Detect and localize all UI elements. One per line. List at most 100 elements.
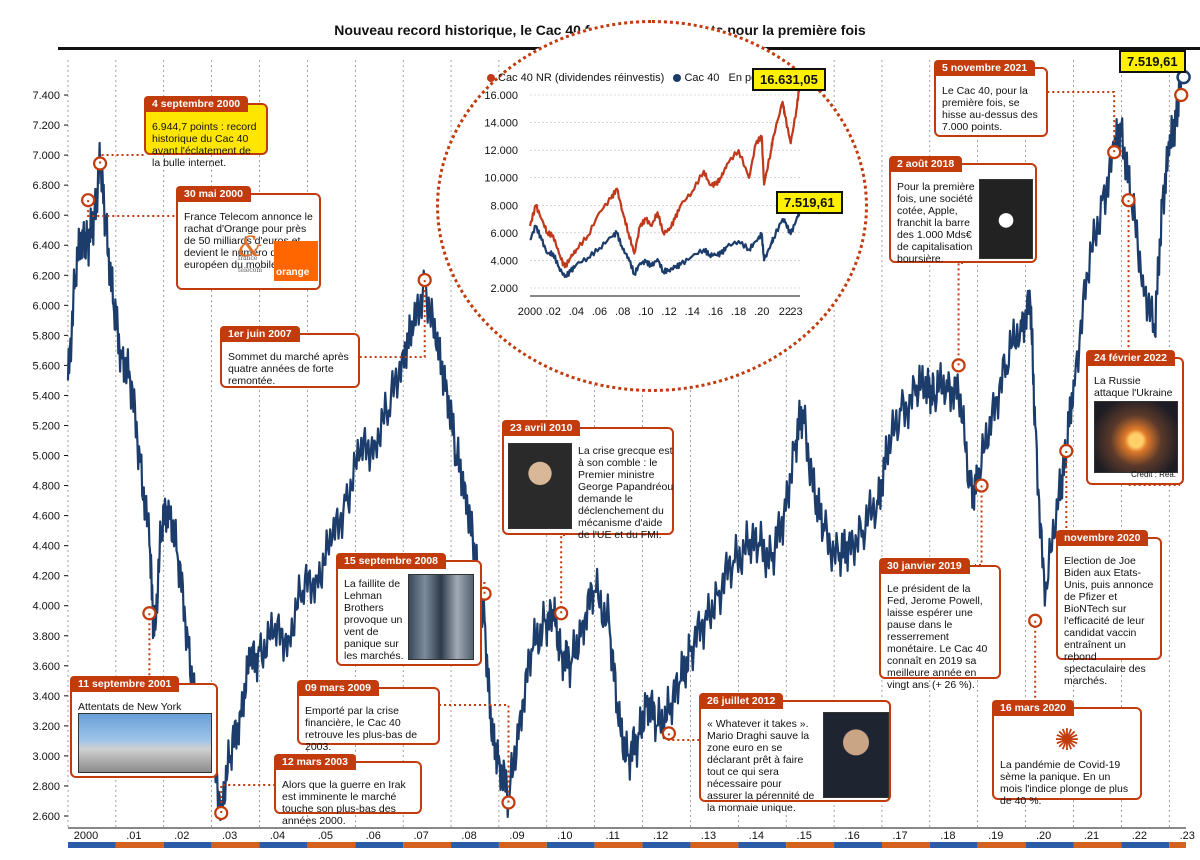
inset-legend: Cac 40 NR (dividendes réinvestis) Cac 40…: [487, 72, 774, 84]
y-tick-label: 5.400: [32, 390, 60, 402]
france-telecom-logo-text: france telecom: [238, 255, 263, 274]
annotation-2018: 2 août 2018 Pour la première fois, une s…: [889, 156, 1037, 265]
y-tick-label: 4.200: [32, 571, 60, 583]
annotation-leader: [975, 485, 983, 566]
annotation-tag: novembre 2020: [1056, 530, 1149, 546]
inset-y-tick-label: 4.000: [490, 255, 518, 267]
x-tick-label: .08: [461, 830, 476, 842]
y-tick-label: 6.000: [32, 300, 60, 312]
x-tick-label: .11: [605, 830, 619, 842]
axis-band-segment: [403, 842, 452, 848]
explosion-photo: [1094, 401, 1178, 473]
orange-logo: orange: [274, 241, 318, 281]
annotation-leader: [360, 280, 426, 358]
annotation-2003: 12 mars 2003 Alors que la guerre en Irak…: [274, 754, 422, 827]
axis-band-segment: [259, 842, 308, 848]
x-tick-label: .20: [1036, 830, 1051, 842]
annotation-text: France Telecom annonce le rachat d'Orang…: [184, 211, 313, 271]
axis-band-segment: [738, 842, 787, 848]
axis-band-segment: [163, 842, 212, 848]
y-tick-label: 7.400: [32, 90, 60, 102]
inset-x-tick-label: .10: [638, 306, 653, 318]
inset-cac-series-line: [529, 211, 801, 279]
x-tick-label: .19: [988, 830, 1003, 842]
annotation-tag: 12 mars 2003: [274, 754, 356, 770]
annotation-text: « Whatever it takes ». Mario Draghi sauv…: [707, 718, 815, 814]
axis-band-segment: [1025, 842, 1074, 848]
annotation-text: La Russie attaque l'Ukraine: [1094, 375, 1173, 399]
annotation-2020-mar: 16 mars 2020 ✺ La pandémie de Covid-19 s…: [992, 700, 1142, 807]
annotation-2007: 1er juin 2007 Sommet du marché après qua…: [220, 326, 360, 388]
inset-y-tick-label: 6.000: [490, 228, 518, 240]
inset-x-tick-label: .02: [546, 306, 561, 318]
axis-band-segment: [115, 842, 164, 848]
inset-y-tick-label: 12.000: [484, 145, 518, 157]
x-tick-label: .14: [749, 830, 764, 842]
axis-band-segment: [307, 842, 356, 848]
y-tick-label: 4.600: [32, 511, 60, 523]
y-tick-label: 3.600: [32, 661, 60, 673]
annotation-2000-sep: 4 septembre 2000 6.944,7 points : record…: [144, 96, 268, 169]
x-tick-label: .15: [797, 830, 812, 842]
axis-band-segment: [355, 842, 404, 848]
annotation-text: 6.944,7 points : record historique du Ca…: [152, 121, 257, 169]
axis-band-segment: [546, 842, 595, 848]
inset-y-tick-label: 16.000: [484, 90, 518, 102]
inset-x-tick-label: .16: [708, 306, 723, 318]
annotation-text: Attentats de New York: [78, 701, 182, 713]
annotation-2022: 24 février 2022 La Russie attaque l'Ukra…: [1086, 350, 1184, 485]
annotation-2001: 11 septembre 2001 Attentats de New York: [70, 676, 218, 778]
inset-y-tick-label: 8.000: [490, 200, 518, 212]
inset-y-tick-label: 2.000: [490, 283, 518, 295]
x-tick-label: .18: [940, 830, 955, 842]
y-tick-label: 6.400: [32, 240, 60, 252]
x-tick-label: .13: [701, 830, 716, 842]
draghi-photo: [823, 712, 889, 798]
virus-icon: ✺: [1054, 724, 1080, 757]
papandreou-photo: [508, 443, 572, 529]
x-tick-label: .05: [318, 830, 333, 842]
y-tick-label: 4.000: [32, 601, 60, 613]
annotation-text: Le Cac 40, pour la première fois, se his…: [942, 85, 1038, 133]
y-tick-label: 6.200: [32, 270, 60, 282]
twin-towers-photo: [78, 713, 212, 773]
inset-x-tick-label: .18: [731, 306, 746, 318]
axis-band-segment: [690, 842, 739, 848]
y-tick-label: 5.600: [32, 360, 60, 372]
inset-x-tick-label: .20: [754, 306, 769, 318]
y-tick-label: 3.400: [32, 691, 60, 703]
annotation-tag: 23 avril 2010: [502, 420, 581, 436]
inset-x-tick-label: .12: [661, 306, 676, 318]
x-tick-label: .03: [222, 830, 237, 842]
annotation-tag: 30 mai 2000: [176, 186, 251, 202]
y-tick-label: 6.600: [32, 210, 60, 222]
annotation-text: Sommet du marché après quatre années de …: [228, 351, 349, 387]
inset-nr-series-line: [528, 86, 801, 269]
annotation-text: La crise grecque est à son comble : le P…: [578, 445, 674, 541]
x-tick-label: .22: [1132, 830, 1147, 842]
annotation-tag: 24 février 2022: [1086, 350, 1175, 366]
annotation-text: La pandémie de Covid-19 sème la panique.…: [1000, 759, 1129, 807]
annotation-2019: 30 janvier 2019 Le président de la Fed, …: [879, 558, 1001, 691]
annotation-leader: [482, 582, 486, 594]
x-tick-label: .12: [653, 830, 668, 842]
annotation-tag: 5 novembre 2021: [934, 60, 1036, 76]
y-tick-label: 3.000: [32, 751, 60, 763]
annotation-text: Emporté par la crise financière, le Cac …: [305, 705, 418, 753]
x-tick-label: 2000: [74, 830, 98, 842]
axis-band-segment: [786, 842, 835, 848]
x-tick-label: .17: [892, 830, 907, 842]
legend-dot-nr: [487, 74, 495, 83]
y-tick-label: 2.600: [32, 811, 60, 823]
inset-x-tick-label: 22: [779, 306, 791, 318]
y-tick-label: 3.200: [32, 721, 60, 733]
inset-cac-callout: 7.519,61: [776, 191, 843, 214]
annotation-2010: 23 avril 2010 La crise grecque est à son…: [502, 420, 674, 541]
annotation-leader: [667, 733, 699, 741]
y-tick-label: 5.000: [32, 451, 60, 463]
axis-band-segment: [834, 842, 882, 848]
annotation-tag: 4 septembre 2000: [144, 96, 249, 112]
inset-y-tick-label: 10.000: [484, 173, 518, 185]
axis-band-segment: [977, 842, 1026, 848]
